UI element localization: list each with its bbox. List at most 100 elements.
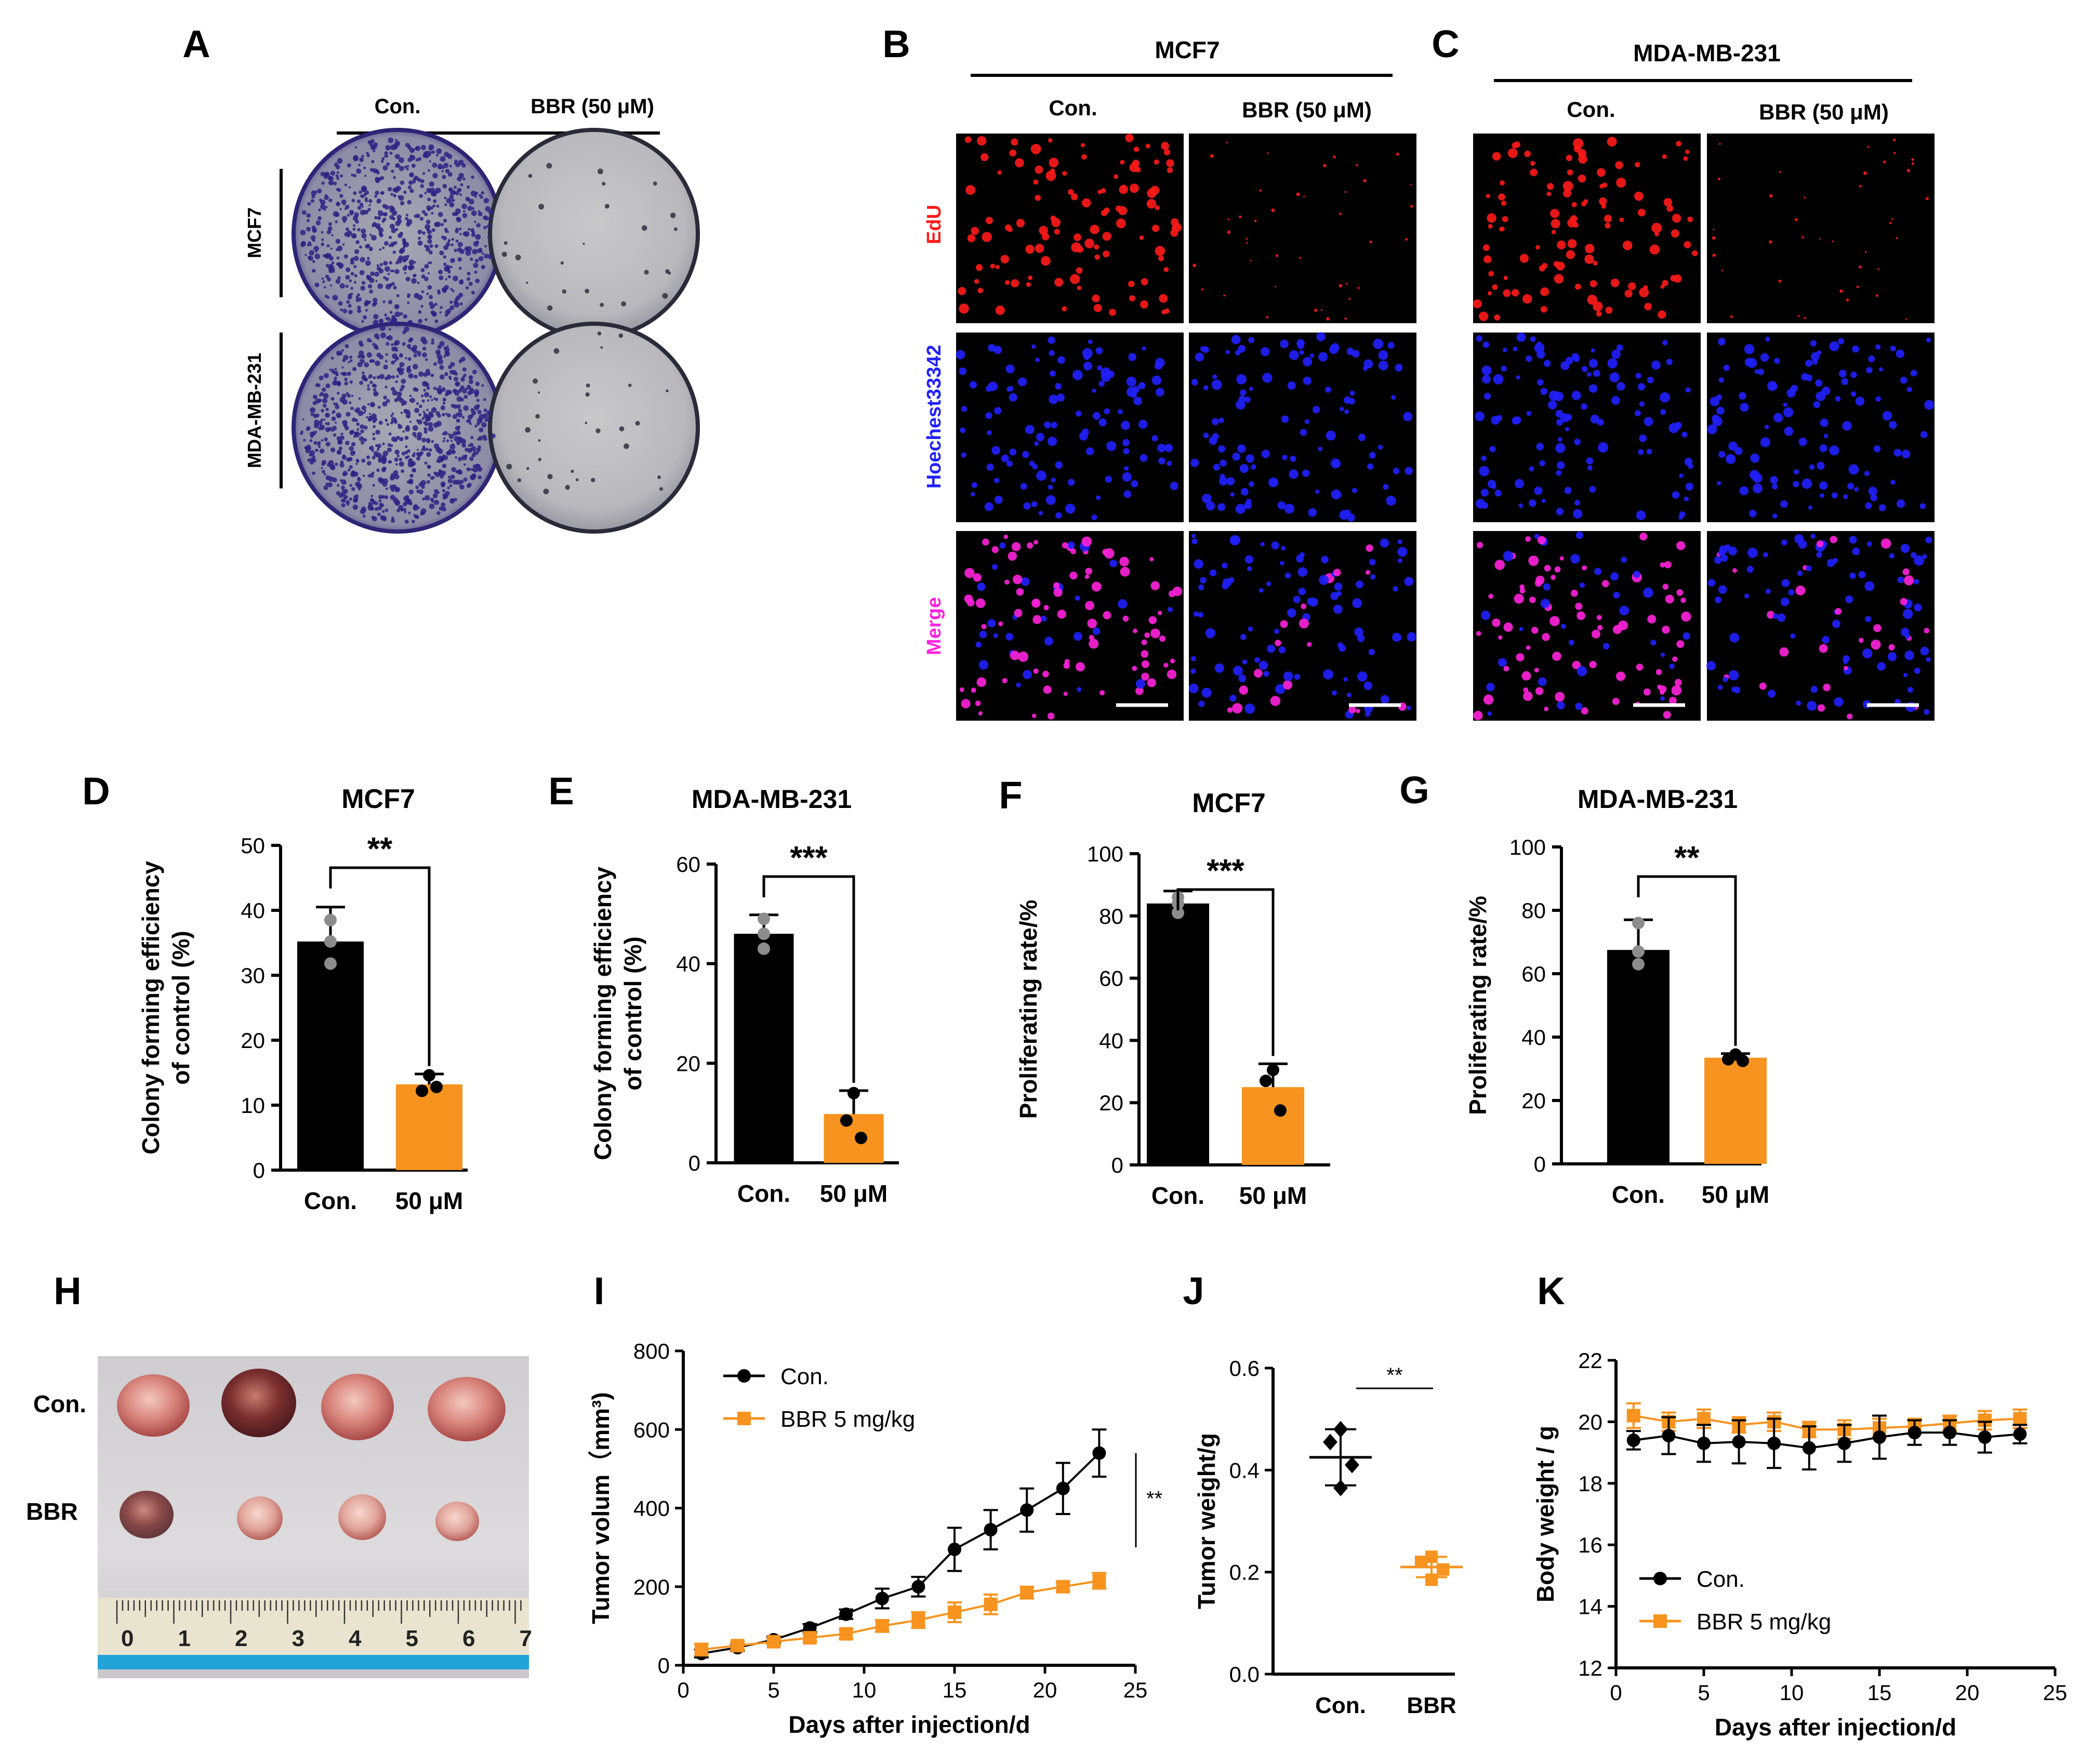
colony-dot	[397, 367, 403, 373]
colony-dot	[369, 380, 373, 384]
cell-nucleus	[1074, 233, 1081, 242]
data-point-con	[1732, 1435, 1746, 1449]
colony-dot	[383, 260, 388, 266]
cell-nucleus	[1617, 382, 1625, 391]
cell-nucleus	[1896, 349, 1904, 359]
data-point-con	[1697, 1436, 1711, 1450]
cell-nucleus	[1248, 337, 1255, 343]
colony-dot	[403, 409, 408, 414]
cell-nucleus	[1883, 160, 1886, 164]
colony-dot	[380, 515, 385, 520]
cell-nucleus	[1193, 611, 1199, 617]
colony-dot	[336, 412, 341, 418]
colony-dot	[470, 436, 474, 440]
colony-dot	[349, 465, 353, 469]
data-point	[1274, 1104, 1287, 1117]
cell-nucleus	[1875, 294, 1878, 297]
cell-nucleus	[1377, 445, 1383, 450]
cell-nucleus	[1271, 208, 1275, 213]
cell-nucleus	[1637, 383, 1646, 391]
colony-dot	[356, 422, 360, 426]
cell-nucleus	[1847, 713, 1853, 720]
cell-nucleus	[1650, 639, 1657, 646]
colony-dot	[403, 314, 407, 319]
cell-nucleus	[1507, 148, 1518, 158]
colony-dot	[314, 190, 317, 193]
cell-nucleus	[1018, 377, 1027, 387]
cell-nucleus	[1048, 484, 1053, 490]
colony-dot	[394, 486, 401, 493]
colony-dot	[324, 437, 328, 442]
colony-dot	[394, 340, 400, 346]
colony-dot	[320, 171, 325, 177]
colony-dot	[369, 447, 372, 450]
cell-nucleus	[959, 303, 969, 314]
colony-dot	[383, 395, 388, 400]
colony-dot	[348, 297, 350, 299]
colony-dot	[478, 435, 483, 441]
colony-dot	[457, 412, 463, 418]
cell-nucleus	[1031, 713, 1037, 718]
cell-nucleus	[1067, 541, 1075, 549]
x-tick-label: BBR	[1407, 1693, 1456, 1718]
data-point-bbr	[1056, 1580, 1070, 1594]
colony-dot	[475, 381, 480, 387]
cell-nucleus	[1662, 626, 1670, 634]
colony-dot	[333, 410, 336, 413]
cell-nucleus	[1331, 489, 1341, 500]
colony-dot	[354, 274, 357, 277]
colony-dot	[437, 344, 442, 349]
cell-nucleus	[1190, 656, 1196, 661]
colony-dot	[402, 238, 406, 243]
cell-nucleus	[1051, 421, 1057, 429]
y-tick-label: 400	[633, 1496, 670, 1521]
cell-nucleus	[1530, 161, 1535, 166]
colony-dot	[379, 374, 385, 379]
colony-dot	[367, 284, 373, 289]
cell-nucleus	[1032, 615, 1042, 625]
colony-dot	[460, 279, 463, 283]
x-tick-label: 0	[1610, 1680, 1622, 1705]
colony-dot	[427, 239, 432, 244]
colony-dot	[619, 426, 625, 432]
legend-label: Con.	[1697, 1567, 1745, 1592]
colony-dot	[446, 308, 452, 313]
data-point-con	[984, 1523, 998, 1537]
colony-dot	[345, 441, 350, 445]
cell-nucleus	[1522, 294, 1532, 304]
data-point-bbr	[984, 1597, 998, 1611]
cell-nucleus	[1565, 427, 1570, 431]
colony-dot	[427, 465, 431, 469]
colony-dot	[395, 139, 398, 141]
colony-dot	[356, 293, 360, 297]
colony-dot	[336, 256, 340, 260]
cell-nucleus	[1482, 244, 1490, 251]
colony-dot	[417, 432, 422, 437]
cell-nucleus	[1049, 350, 1055, 356]
cell-nucleus	[1403, 412, 1413, 421]
colony-dot	[363, 412, 366, 414]
cell-nucleus	[1287, 381, 1296, 390]
colony-dot	[355, 481, 361, 487]
cell-nucleus	[1076, 267, 1083, 274]
colony-dot	[468, 198, 474, 205]
colony-dot	[426, 408, 429, 412]
colony-dot	[323, 418, 326, 421]
colony-dot	[459, 480, 464, 484]
colony-dot	[414, 407, 420, 414]
cell-nucleus	[1607, 137, 1617, 147]
colony-dot	[350, 450, 355, 456]
cell-nucleus	[1244, 704, 1255, 714]
colony-dot	[387, 443, 391, 447]
colony-dot	[320, 200, 326, 205]
colony-dot	[339, 194, 343, 198]
colony-dot	[351, 470, 355, 474]
cell-nucleus	[1900, 598, 1907, 605]
colony-dot	[482, 252, 484, 255]
cell-nucleus	[1201, 687, 1212, 698]
colony-dot	[454, 389, 457, 392]
colony-dot	[421, 399, 425, 403]
colony-dot	[449, 305, 455, 310]
colony-dot	[386, 336, 390, 340]
